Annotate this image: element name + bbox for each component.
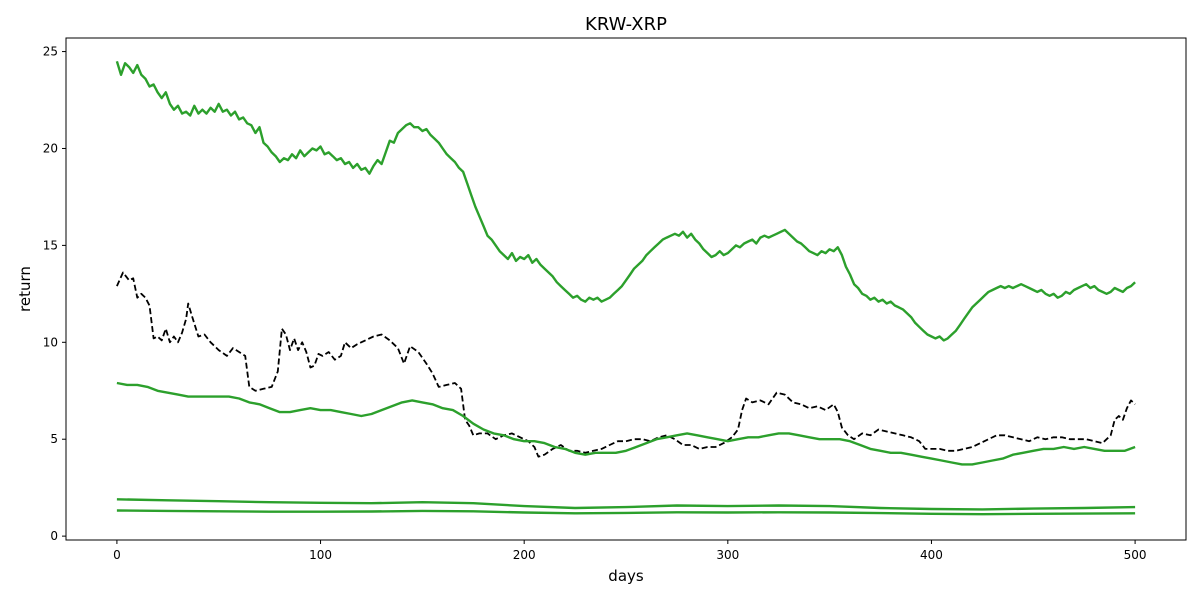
series-line-4 <box>116 509 1136 516</box>
x-tick-label: 300 <box>716 548 739 562</box>
y-tick-label: 0 <box>50 529 58 543</box>
plot-area <box>115 60 1136 516</box>
x-tick-label: 500 <box>1124 548 1147 562</box>
x-axis-label: days <box>608 567 644 585</box>
y-tick-label: 10 <box>43 335 58 349</box>
series-line-1 <box>115 60 1136 342</box>
y-tick-label: 20 <box>43 141 58 155</box>
y-tick-label: 15 <box>43 238 58 252</box>
y-tick-label: 25 <box>43 45 58 59</box>
y-axis-label: return <box>16 266 34 312</box>
series-line-3 <box>116 498 1136 511</box>
y-tick-label: 5 <box>50 432 58 446</box>
series-line-2 <box>116 381 1136 466</box>
x-tick-label: 200 <box>513 548 536 562</box>
x-tick-label: 400 <box>920 548 943 562</box>
axis-ticks: 0 100 200 300 400 500 0 5 10 15 20 25 <box>43 45 1147 562</box>
x-tick-label: 0 <box>113 548 121 562</box>
series-line-0 <box>116 271 1136 458</box>
plot-frame <box>65 37 1187 541</box>
chart-title: KRW-XRP <box>585 14 667 35</box>
x-tick-label: 100 <box>309 548 332 562</box>
